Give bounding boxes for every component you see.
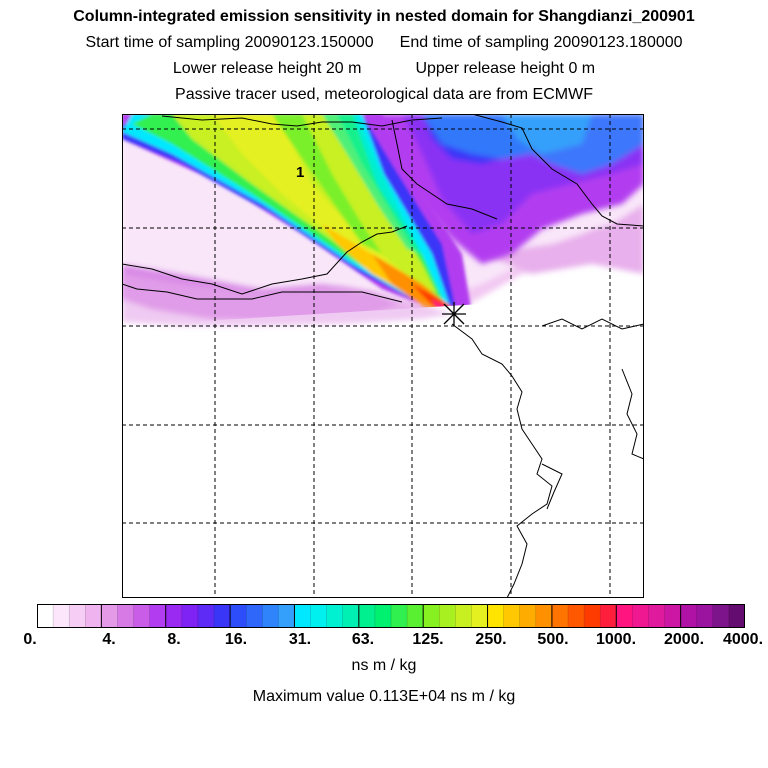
colorbar-cell xyxy=(117,604,134,628)
colorbar-cell xyxy=(487,604,504,628)
lower-lilac-edge xyxy=(122,274,452,326)
colorbar-cell xyxy=(616,604,633,628)
colorbar-tick-label: 0. xyxy=(23,631,37,648)
lower-release-label: Lower release height 20 m xyxy=(172,60,362,77)
colorbar-cell xyxy=(342,604,360,628)
colorbar-cell xyxy=(181,604,199,628)
colorbar-cell xyxy=(471,604,488,628)
colorbar-cell xyxy=(423,604,440,628)
colorbar-tick-label: 4000. xyxy=(722,631,764,648)
colorbar-cell xyxy=(632,604,649,628)
colorbar-cell xyxy=(278,604,295,628)
colorbar-cell xyxy=(69,604,86,628)
colorbar-cell xyxy=(535,604,553,628)
colorbar-cell xyxy=(294,604,311,628)
upper-release-label: Upper release height 0 m xyxy=(415,60,596,77)
emission-sensitivity-map: 1 xyxy=(122,114,644,598)
borders-coastline xyxy=(122,114,644,598)
colorbar-cell xyxy=(326,604,344,628)
colorbar-tick-label: 500. xyxy=(537,631,569,648)
colorbar-cell xyxy=(53,604,70,628)
colorbar-tick-label: 16. xyxy=(224,631,248,648)
end-time-label: End time of sampling 20090123.180000 xyxy=(399,34,683,51)
colorbar-cell xyxy=(503,604,521,628)
colorbar-tick-label: 4. xyxy=(102,631,116,648)
colorbar-cell xyxy=(101,604,118,628)
colorbar-cell xyxy=(149,604,167,628)
colorbar-cell xyxy=(133,604,150,628)
main-plume xyxy=(122,114,472,318)
release-heights: Lower release height 20 m Upper release h… xyxy=(0,60,768,78)
colorbar-cell xyxy=(85,604,102,628)
colorbar-cell xyxy=(551,604,569,628)
lat-lon-grid xyxy=(122,114,644,598)
maximum-value-label: Maximum value 0.113E+04 ns m / kg xyxy=(252,688,516,705)
colorbar-cell xyxy=(358,604,376,628)
colorbar-cell xyxy=(165,604,183,628)
colorbar-cell xyxy=(600,604,617,628)
colorbar-cell xyxy=(584,604,601,628)
colorbar-cell xyxy=(664,604,681,628)
colorbar-cell xyxy=(37,604,54,628)
colorbar-tick-label: 31. xyxy=(288,631,312,648)
start-time-label: Start time of sampling 20090123.150000 xyxy=(85,34,374,51)
sampling-times: Start time of sampling 20090123.150000 En… xyxy=(0,34,768,52)
colorbar-cell xyxy=(391,604,408,628)
colorbar-cell xyxy=(696,604,714,628)
colorbar-cell xyxy=(197,604,215,628)
colorbar-tick-label: 63. xyxy=(351,631,375,648)
colorbar-tick-label: 8. xyxy=(167,631,181,648)
colorbar-tick-label: 1000. xyxy=(595,631,637,648)
colorbar-cell xyxy=(648,604,665,628)
colorbar-cell xyxy=(262,604,279,628)
colorbar-cell xyxy=(455,604,472,628)
contour-label: 1 xyxy=(296,164,304,181)
colorbar-cell xyxy=(439,604,456,628)
colorbar-cell xyxy=(680,604,698,628)
zero-region xyxy=(122,294,644,598)
colorbar-cell xyxy=(712,604,730,628)
tracer-note: Passive tracer used, meteorological data… xyxy=(175,86,593,103)
colorbar-cell xyxy=(246,604,263,628)
colorbar-tick-label: 125. xyxy=(412,631,444,648)
colorbar-cell xyxy=(230,604,247,628)
x-star-icon xyxy=(442,302,466,326)
colorbar-cell xyxy=(374,604,392,628)
plot-title: Column-integrated emission sensitivity i… xyxy=(73,8,695,25)
colorbar-cell xyxy=(407,604,424,628)
colorbar-units: ns m / kg xyxy=(351,657,417,674)
colorbar-cell xyxy=(519,604,537,628)
colorbar-cell xyxy=(310,604,327,628)
upper-right-plume xyxy=(362,114,644,264)
colorbar xyxy=(37,604,745,628)
colorbar-cell xyxy=(568,604,585,628)
colorbar-cell xyxy=(214,604,231,628)
colorbar-tick-label: 250. xyxy=(475,631,507,648)
colorbar-tick-label: 2000. xyxy=(663,631,705,648)
colorbar-cell xyxy=(728,604,745,628)
